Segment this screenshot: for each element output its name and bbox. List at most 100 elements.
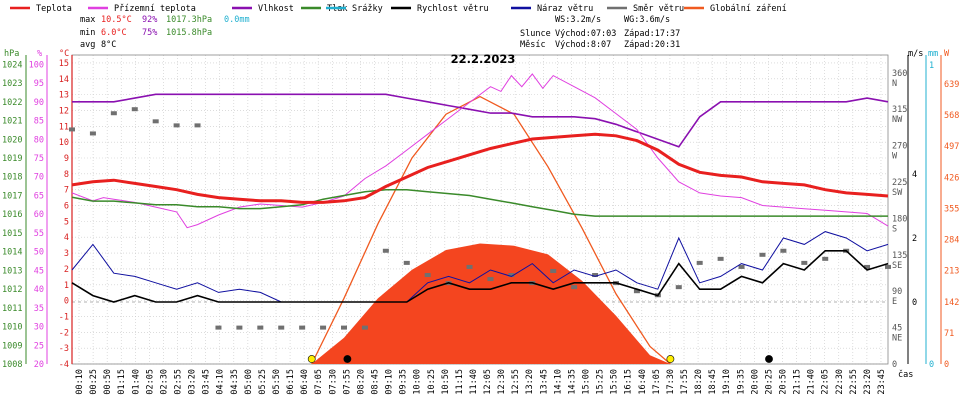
temperature-line (71, 132, 889, 204)
x-tick-label: 13:20 (525, 369, 535, 395)
hpa-tick-label: 1008 (2, 360, 22, 370)
wind-speed: WS:3.2m/s (555, 15, 601, 25)
pct-tick-label: 40 (34, 285, 44, 295)
x-tick-label: 09:10 (385, 369, 395, 395)
hpa-tick-label: 1016 (2, 210, 22, 220)
x-tick-label: 14:10 (553, 369, 563, 395)
temp-tick-label: -2 (59, 328, 69, 338)
x-tick-label: 17:05 (652, 369, 662, 395)
legend-label-zareni: Globální záření (710, 4, 787, 14)
wind-direction-point (801, 260, 808, 265)
humidity-line (72, 93, 889, 148)
pct-tick-label: 35 (34, 304, 44, 314)
wind-direction-point (131, 107, 138, 112)
sun-moon-info: WS:3.2m/s WG:3.6m/s Slunce Východ:07:03 Zápa… (520, 15, 680, 50)
x-tick-label: 18:45 (708, 369, 718, 395)
temp-unit: °C (59, 49, 69, 59)
chart-marks (69, 73, 891, 365)
hpa-tick-label: 1024 (2, 60, 22, 70)
x-tick-label: 02:55 (174, 369, 184, 395)
rad-tick-label: 355 (944, 204, 959, 214)
dir-unit: m/s (908, 49, 923, 59)
x-tick-label: 23:45 (877, 369, 887, 395)
pct-tick-label: 90 (34, 98, 44, 108)
temp-tick-label: 2 (64, 265, 69, 275)
dir-tick-label: 270 (892, 142, 907, 152)
rad-tick-label: 142 (944, 298, 959, 308)
x-tick-label: 04:35 (230, 369, 240, 395)
pct-tick-label: 50 (34, 248, 44, 258)
x-tick-label: 10:50 (441, 369, 451, 395)
dir-compass-label: NW (892, 115, 903, 125)
wind-direction-point (571, 285, 578, 290)
dir-tick-label: 45 (892, 324, 902, 334)
stat-humidity: 75% (142, 28, 157, 38)
hpa-tick-label: 1020 (2, 135, 22, 145)
x-tick-label: 08:20 (356, 369, 366, 395)
x-tick-label: 02:30 (159, 369, 169, 395)
pct-tick-label: 80 (34, 135, 44, 145)
dir-compass-label: N (892, 79, 897, 89)
x-tick-label: 23:20 (863, 369, 873, 395)
x-tick-label: 22:55 (849, 369, 859, 395)
rad-tick-label: 71 (944, 329, 954, 339)
x-tick-label: 20:25 (764, 369, 774, 395)
x-tick-label: 17:30 (666, 369, 676, 395)
x-tick-label: 11:40 (469, 369, 479, 395)
x-tick-label: 12:55 (511, 369, 521, 395)
rad-tick-label: 213 (944, 267, 959, 277)
temp-tick-label: 5 (64, 217, 69, 227)
gust-line (71, 231, 889, 303)
x-tick-label: 04:10 (216, 369, 226, 395)
legend-label-prizemni: Přízemní teplota (114, 4, 196, 14)
rad-unit: W (944, 49, 950, 59)
mm-tick-label: 1 (929, 61, 934, 71)
x-tick-label: 20:50 (778, 369, 788, 395)
dir-tick-label: 90 (892, 287, 902, 297)
temp-tick-label: 10 (59, 138, 69, 148)
x-tick-label: 00:10 (75, 369, 85, 395)
ms-tick-label: 4 (912, 170, 917, 180)
x-tick-label: 06:40 (300, 369, 310, 395)
x-tick-label: 06:15 (286, 369, 296, 395)
x-tick-label: 00:50 (103, 369, 113, 395)
radiation-theory-line (311, 95, 671, 365)
x-tick-label: 14:35 (567, 369, 577, 395)
wind-direction-point (173, 123, 180, 128)
hpa-tick-label: 1013 (2, 266, 22, 276)
moon-set: Západ:20:31 (624, 40, 680, 50)
rad-tick-label: 568 (944, 111, 959, 121)
x-tick-label: 19:35 (736, 369, 746, 395)
dir-compass-label: W (892, 152, 898, 162)
wind-direction-point (299, 325, 306, 330)
sun-rise: Východ:07:03 (555, 29, 616, 39)
pressure-line (71, 189, 888, 217)
x-tick-label: 09:35 (399, 369, 409, 395)
pct-tick-label: 55 (34, 229, 44, 239)
x-tick-label: 19:10 (722, 369, 732, 395)
wind-direction-point (110, 111, 117, 116)
stat-temp: 6.0°C (101, 28, 127, 38)
x-tick-label: 01:40 (131, 369, 141, 395)
legend-label-smer: Směr větru (633, 4, 684, 14)
x-tick-label: 16:15 (624, 369, 634, 395)
mm-unit: mm (928, 49, 938, 59)
x-tick-label: 01:15 (117, 369, 127, 395)
x-tick-label: 15:00 (582, 369, 592, 395)
wind-direction-point (215, 325, 222, 330)
pct-unit: % (37, 49, 42, 59)
x-tick-label: 13:45 (539, 369, 549, 395)
pct-tick-label: 45 (34, 266, 44, 276)
x-tick-label: 05:50 (272, 369, 282, 395)
temp-tick-label: 14 (59, 75, 69, 85)
wind-direction-point (696, 260, 703, 265)
wind-direction-point (236, 325, 243, 330)
legend-label-naraz: Náraz větru (537, 4, 593, 14)
temp-tick-label: 13 (59, 91, 69, 101)
wind-direction-point (424, 273, 431, 278)
ms-tick-label: 0 (912, 298, 917, 308)
pct-tick-label: 20 (34, 360, 44, 370)
x-tick-label: 15:25 (596, 369, 606, 395)
legend-label-teplota: Teplota (36, 4, 72, 14)
